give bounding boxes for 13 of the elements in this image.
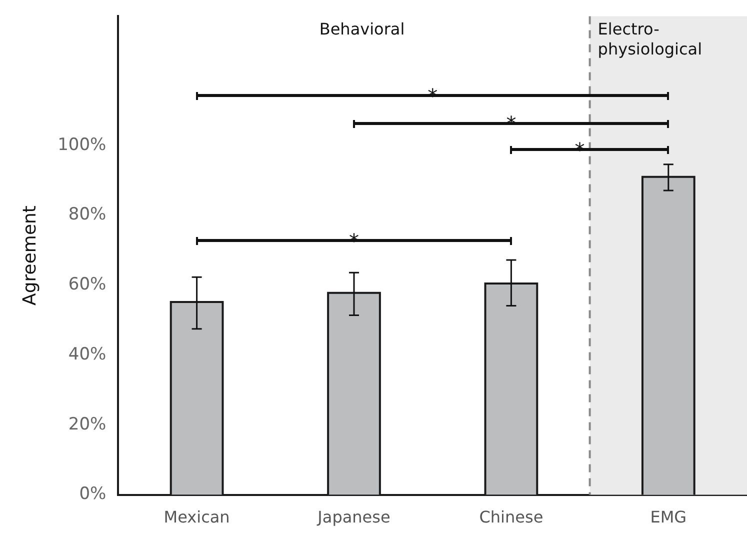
y-tick-label: 80% [68,204,106,225]
x-tick-label: Chinese [479,508,544,527]
y-tick-label: 0% [79,484,106,504]
y-tick-label: 100% [58,134,106,155]
x-tick-label: Japanese [316,508,390,527]
y-tick-label: 40% [68,344,106,364]
y-axis-title: Agreement [19,206,40,306]
band-label: Electro-physiological [598,19,702,58]
x-tick-label: Mexican [164,508,230,527]
x-tick-label: EMG [650,508,687,527]
y-tick-label: 60% [68,274,106,295]
annotation: Behavioral [319,19,405,38]
y-tick-label: 20% [68,414,106,434]
